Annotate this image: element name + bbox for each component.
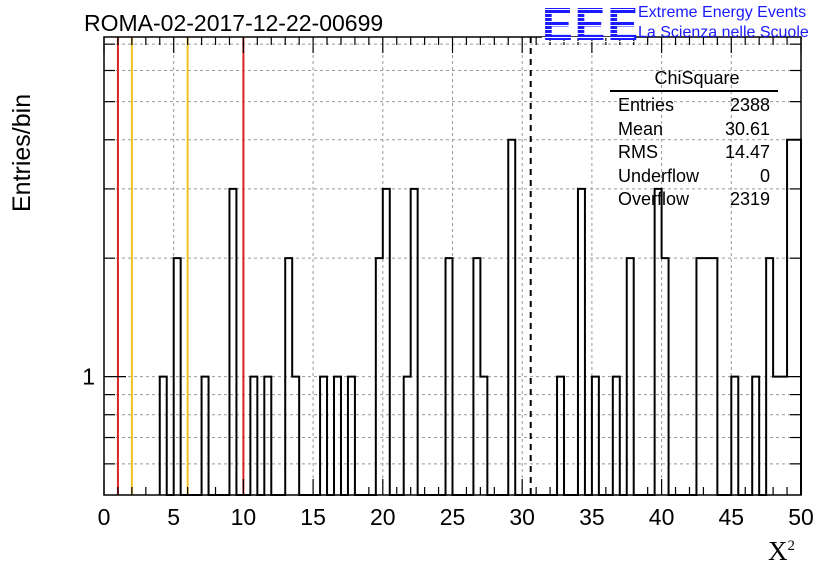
reference-lines <box>116 37 801 495</box>
plot-title: ROMA-02-2017-12-22-00699 <box>84 10 384 36</box>
histogram-bin <box>411 189 418 495</box>
y-axis-label: Entries/bin <box>8 93 36 212</box>
stats-rule <box>610 90 778 92</box>
logo-caption-line1: Extreme Energy Events <box>638 4 807 21</box>
x-tick-label: 0 <box>98 504 111 530</box>
histogram-bin <box>578 189 585 495</box>
axis-ticks <box>103 37 802 495</box>
stats-box: ChiSquare Entries 2388 Mean 30.61 RMS 14.47… <box>608 66 778 212</box>
logo-caption-line2: La Scienza nelle Scuole <box>638 24 809 41</box>
stats-row-rms: RMS 14.47 <box>618 142 770 162</box>
x-axis-label: X2 <box>768 536 795 567</box>
histogram-bin <box>655 189 662 495</box>
eee-logo: EEE <box>542 0 641 50</box>
x-tick-label: 50 <box>788 504 814 530</box>
x-tick-label: 45 <box>719 504 745 530</box>
logo-caption: Extreme Energy Events La Scienza nelle S… <box>638 3 809 43</box>
x-axis-label-superscript: 2 <box>787 538 796 554</box>
stats-row-mean: Mean 30.61 <box>618 118 770 139</box>
x-axis-label-main: X <box>768 536 788 566</box>
histogram-bin <box>794 140 801 495</box>
histogram-bin <box>383 189 390 495</box>
tick-labels: 0 5 10 15 20 25 30 35 40 45 50 1 <box>82 364 814 530</box>
histogram-bin <box>508 140 515 495</box>
y-tick-label: 1 <box>82 364 95 390</box>
histogram-bin <box>229 189 236 495</box>
stats-row-entries: Entries 2388 <box>618 95 770 115</box>
x-tick-label: 40 <box>649 504 675 530</box>
x-tick-label: 30 <box>509 504 535 530</box>
x-tick-label: 5 <box>167 504 180 530</box>
stats-row-underflow: Underflow 0 <box>618 165 770 186</box>
x-tick-label: 20 <box>370 504 396 530</box>
x-tick-label: 10 <box>231 504 257 530</box>
x-tick-label: 35 <box>579 504 605 530</box>
histogram-bin <box>787 140 794 495</box>
stats-name: ChiSquare <box>654 68 740 88</box>
x-tick-label: 15 <box>300 504 326 530</box>
stats-row-overflow: Overflow 2319 <box>618 189 770 209</box>
x-tick-label: 25 <box>440 504 466 530</box>
